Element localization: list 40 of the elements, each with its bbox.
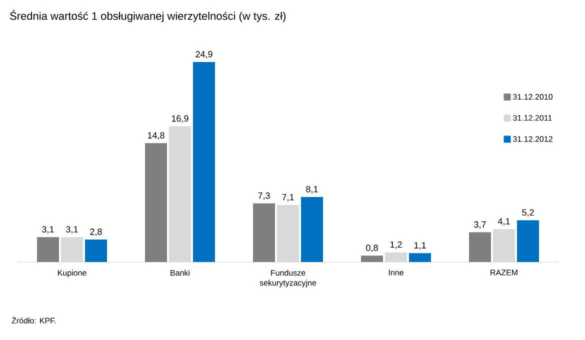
bar [409,253,432,262]
data-label: 16,9 [172,115,188,123]
x-tick-label: Banki [170,270,190,276]
data-label: 14,8 [148,132,164,140]
bar [85,240,108,262]
data-label: 3,1 [66,226,78,234]
data-label: 24,9 [196,51,212,58]
bar [385,252,408,262]
x-tick-label: Kupione [58,270,86,278]
data-label: 4,1 [498,218,510,226]
x-tick-label: Inne [388,270,404,276]
bar [493,229,516,262]
data-label: 5,2 [522,209,534,217]
bar [253,203,275,262]
data-label: 7,3 [258,192,270,200]
data-label: 1,2 [390,241,402,249]
bar [301,196,323,262]
legend-label: 31.12.2010 [513,94,552,100]
text: Źródło: KPF. [12,316,56,324]
data-label: 7,1 [282,194,294,202]
bar [169,126,191,262]
chart-title: Średnia wartość 1 obsługiwanej wierzytelności (w tys. zł) [10,10,286,22]
bar [145,143,167,262]
data-label: 2,8 [90,228,102,236]
bar [361,256,384,262]
legend-label: 31.12.2011 [513,115,552,121]
data-label: 8,1 [306,186,318,194]
bar [61,237,84,262]
bar [469,232,491,262]
bar [37,237,60,262]
x-tick-label: RAZEM [490,270,518,276]
legend-label: 31.12.2012 [513,136,552,142]
data-label: 1,1 [414,242,426,250]
bar [193,62,216,262]
bar [277,204,299,262]
data-label: 3,1 [42,226,54,234]
bar [517,220,540,262]
data-label: 0,8 [366,244,378,252]
data-label: 3,7 [474,221,486,229]
x-tick-label: Fundusze sekurytyzacyjne [260,270,316,288]
